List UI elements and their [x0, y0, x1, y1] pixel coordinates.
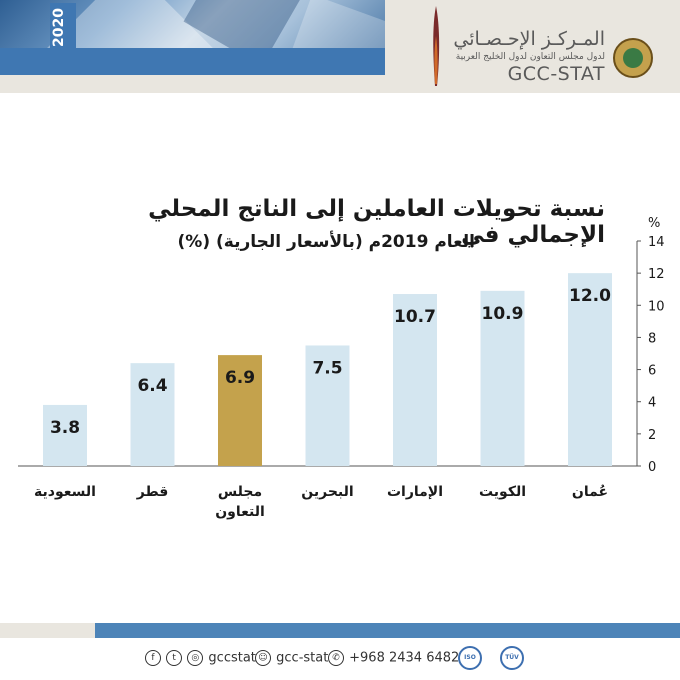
y-tick-label: 0 — [648, 460, 656, 475]
snapchat-handle[interactable]: gcc-stat — [276, 650, 329, 666]
bar — [218, 355, 262, 466]
bar-value-label: 10.7 — [394, 307, 436, 327]
bar-value-label: 10.9 — [482, 304, 524, 324]
category-label: عُمان — [572, 484, 608, 500]
y-tick-label: 14 — [648, 235, 665, 250]
bar — [130, 363, 175, 466]
category-label: قطر — [136, 484, 169, 500]
instagram-icon[interactable]: ◎ — [187, 650, 204, 666]
social-links: f t ◎ gccstat — [145, 650, 256, 666]
category-label: البحرين — [301, 484, 353, 500]
gcc-emblem-icon — [613, 38, 653, 78]
bar — [305, 345, 350, 466]
snapchat-icon[interactable]: ☺ — [255, 650, 271, 666]
y-tick-label: 6 — [648, 364, 656, 379]
flame-logo-icon — [433, 6, 440, 86]
category-label: مجلس — [218, 484, 262, 500]
whatsapp-link: ✆ +968 2434 6482 — [328, 650, 459, 666]
org-subtitle-arabic: لدول مجلس التعاون لدول الخليج العربية — [455, 52, 605, 62]
bar — [43, 404, 87, 466]
bar — [480, 290, 525, 466]
year-tag — [50, 3, 76, 75]
category-label: السعودية — [34, 484, 96, 500]
org-name-english: GCC-STAT — [507, 63, 605, 85]
bar-value-label: 3.8 — [50, 418, 80, 438]
category-label: الإمارات — [387, 484, 443, 500]
category-label: التعاون — [215, 504, 265, 520]
y-tick-label: 2 — [648, 428, 656, 443]
phone-number[interactable]: +968 2434 6482 — [349, 650, 460, 666]
twitter-icon[interactable]: t — [166, 650, 183, 666]
tuv-badge-icon: TÜV — [500, 646, 524, 670]
whatsapp-icon[interactable]: ✆ — [328, 650, 344, 666]
certification-badge-icon: ISO — [458, 646, 482, 670]
bar-value-label: 6.4 — [137, 376, 167, 396]
footer-blue-strip — [95, 623, 680, 638]
y-axis-unit-label: % — [648, 216, 660, 231]
bar-value-label: 12.0 — [569, 286, 611, 306]
bar — [568, 273, 612, 466]
category-label: الكويت — [479, 484, 526, 500]
snapchat-link: ☺ gcc-stat — [255, 650, 328, 666]
bar — [393, 294, 437, 466]
y-tick-label: 12 — [648, 267, 665, 282]
twitter-handle[interactable]: gccstat — [208, 650, 256, 666]
facebook-icon[interactable]: f — [145, 650, 161, 666]
chart-title: نسبة تحويلات العاملين إلى الناتج المحلي … — [148, 196, 605, 248]
y-tick-label: 4 — [648, 396, 656, 411]
y-tick-label: 8 — [648, 331, 656, 346]
chart-subtitle: العام 2019م (بالأسعار الجارية) (%) — [177, 232, 475, 252]
bar-value-label: 6.9 — [225, 368, 255, 388]
bar-value-label: 7.5 — [312, 358, 342, 378]
org-name-arabic: المـركـز الإحـصـائي — [453, 28, 605, 50]
y-tick-label: 10 — [648, 299, 665, 314]
bar-chart: 0 2 4 6 8 10 12 14% 3.8 السعودية 6.4 قطر 6.9 مجلس التع… — [18, 216, 665, 520]
